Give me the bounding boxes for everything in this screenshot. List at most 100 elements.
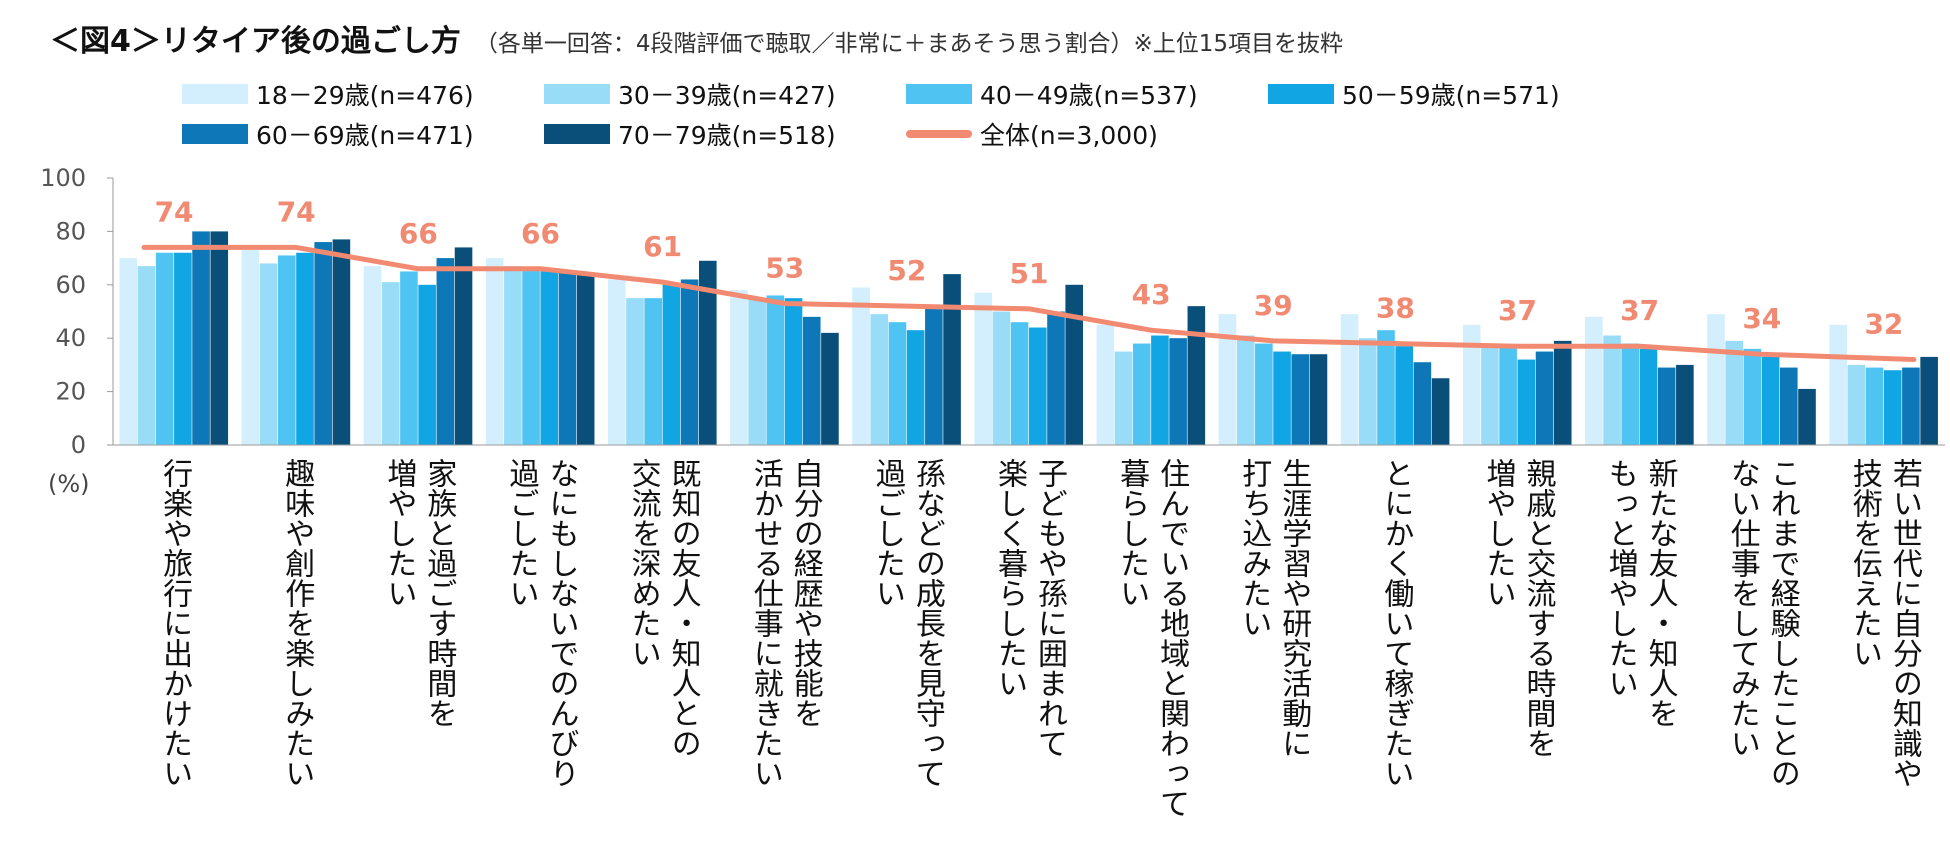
bar-series4-cat10 [1413,362,1432,445]
bar-series4-cat12 [1657,367,1676,445]
legend-swatch-30-39 [544,84,610,104]
legend-label-60-69: 60－69歳(n=471) [256,121,474,150]
bar-series4-cat0 [192,231,210,445]
legend-item-overall: 全体(n=3,000) [906,116,1158,152]
legend-label-70-79: 70－79歳(n=518) [618,121,836,150]
bar-series5-cat12 [1676,364,1694,445]
legend-line-overall [906,130,972,138]
bar-series4-cat9 [1291,354,1310,445]
legend-label-30-39: 30－39歳(n=427) [618,81,836,110]
bar-series0-cat2 [363,266,382,445]
bar-series5-cat11 [1553,340,1572,445]
overall-data-label-9: 39 [1254,289,1293,322]
bar-series3-cat0 [174,252,192,445]
bar-series2-cat10 [1377,330,1395,445]
bar-series1-cat13 [1725,340,1743,445]
y-tick-label-40: 40 [55,324,86,352]
legend-item-70-79: 70－79歳(n=518) [544,116,836,152]
bar-series3-cat11 [1517,359,1536,445]
bar-series0-cat0 [119,258,138,445]
bar-series5-cat14 [1920,356,1938,445]
bar-series3-cat1 [296,252,314,445]
category-label-2: 家族と過ごす時間を 増やしたい [381,458,457,728]
overall-data-label-3: 66 [521,217,560,250]
bar-series1-cat4 [626,298,644,445]
legend-item-30-39: 30－39歳(n=427) [544,76,836,112]
legend-item-50-59: 50－59歳(n=571) [1268,76,1560,112]
bar-series2-cat8 [1132,343,1151,445]
bar-series3-cat3 [540,271,559,445]
overall-data-label-11: 37 [1498,294,1537,327]
bar-series4-cat1 [314,242,332,445]
bar-series5-cat4 [699,260,717,445]
category-label-8: 住んでいる地域と関わって 暮らしたい [1114,458,1190,818]
bar-series5-cat0 [210,231,229,445]
y-axis-unit: (%) [48,470,90,498]
chart-title: ＜図4＞リタイア後の過ごし方 [50,24,461,59]
overall-data-label-12: 37 [1620,294,1659,327]
bar-series0-cat3 [485,258,504,445]
category-label-9: 生涯学習や研究活動に 打ち込みたい [1236,458,1312,758]
overall-data-label-14: 32 [1864,308,1903,341]
bar-series1-cat7 [992,311,1011,445]
legend-label-40-49: 40－49歳(n=537) [980,81,1198,110]
overall-data-label-7: 51 [1010,257,1049,290]
y-tick-label-100: 100 [40,164,86,192]
bar-series0-cat13 [1707,314,1725,445]
bar-series3-cat2 [418,284,436,445]
bar-series2-cat7 [1010,322,1029,445]
bar-series4-cat11 [1535,351,1554,445]
bar-series0-cat4 [608,279,626,445]
y-tick-label-80: 80 [55,217,86,245]
overall-line [141,244,1917,363]
legend-swatch-18-29 [182,84,248,104]
category-label-3: なにもしないでのんびり 過ごしたい [503,458,579,788]
bar-series1-cat1 [259,263,278,445]
bar-series2-cat6 [888,322,907,445]
bar-series4-cat13 [1780,367,1798,445]
bar-series3-cat6 [906,330,925,445]
bar-series5-cat3 [576,274,595,445]
bar-series5-cat2 [454,247,473,445]
bar-series3-cat12 [1639,348,1658,445]
bar-series1-cat3 [504,266,522,445]
bar-series5-cat5 [821,332,839,445]
bar-series0-cat10 [1340,314,1359,445]
bar-series1-cat11 [1481,346,1499,445]
y-tick-label-20: 20 [55,378,86,406]
category-label-13: これまで経験したことの ない仕事をしてみたい [1724,458,1800,788]
category-label-6: 孫などの成長を見守って 過ごしたい [869,458,945,788]
bar-series0-cat11 [1462,324,1481,445]
legend-label-18-29: 18－29歳(n=476) [256,81,474,110]
overall-data-label-13: 34 [1742,302,1781,335]
bar-series0-cat12 [1585,316,1603,445]
bar-series1-cat6 [870,314,889,445]
overall-data-label-8: 43 [1132,278,1171,311]
category-label-5: 自分の経歴や技能を 活かせる仕事に就きたい [747,458,823,788]
bar-series2-cat11 [1499,346,1517,445]
category-label-10: とにかく働いて稼ぎたい [1378,458,1414,788]
legend-label-overall: 全体(n=3,000) [980,121,1158,150]
bar-series0-cat6 [852,287,870,445]
chart-legend: 18－29歳(n=476) 30－39歳(n=427) 40－49歳(n=537… [182,76,1902,156]
y-tick-label-60: 60 [55,271,86,299]
category-label-4: 既知の友人・知人との 交流を深めたい [625,458,701,758]
bar-series0-cat9 [1218,314,1237,445]
overall-data-label-10: 38 [1376,292,1415,325]
category-label-1: 趣味や創作を楽しみたい [279,458,315,788]
bar-series1-cat10 [1359,338,1377,445]
bar-series3-cat14 [1883,370,1902,445]
bar-series3-cat9 [1273,351,1291,445]
bar-series0-cat14 [1829,324,1847,445]
bar-series3-cat8 [1151,335,1169,445]
bar-series3-cat13 [1761,356,1780,445]
category-label-12: 新たな友人・知人を もっと増やしたい [1602,458,1678,728]
bar-series4-cat3 [558,271,577,445]
bar-series2-cat9 [1255,343,1273,445]
bar-series4-cat14 [1902,367,1920,445]
overall-data-label-0: 74 [155,195,194,228]
legend-swatch-50-59 [1268,84,1334,104]
bar-series1-cat5 [748,298,766,445]
bar-series2-cat1 [278,255,296,445]
